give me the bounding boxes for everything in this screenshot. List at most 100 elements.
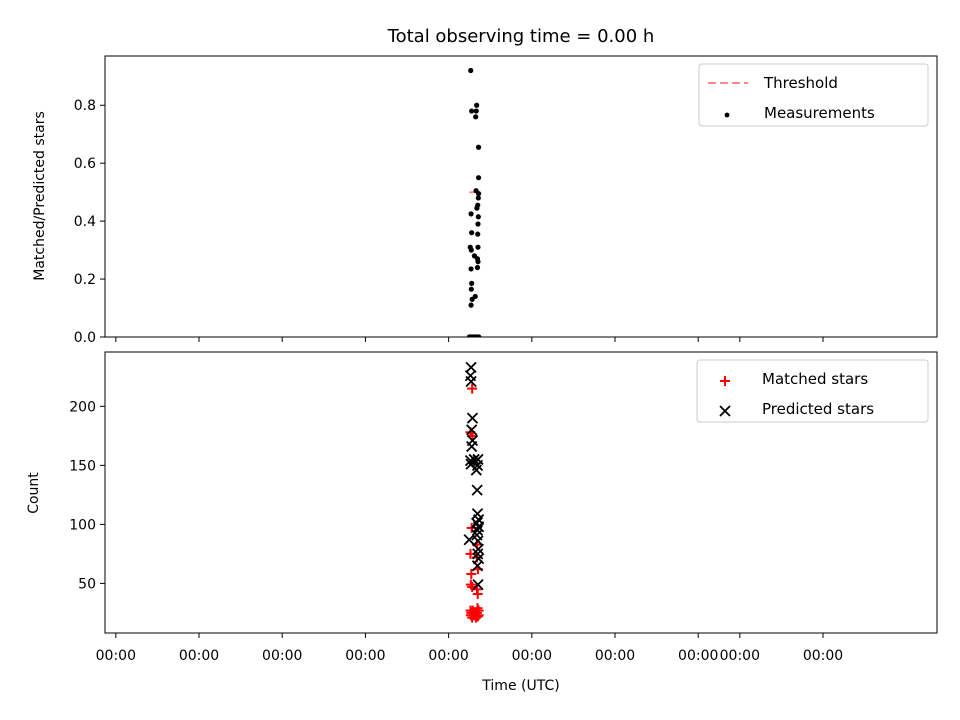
data-point [468, 302, 474, 308]
marker-stroke [472, 548, 484, 560]
y-tick-label: 0.6 [74, 156, 96, 172]
marker-stroke [719, 405, 731, 417]
legend-entry: Matched stars [720, 370, 868, 388]
x-tick-label: 00:00 [803, 648, 843, 664]
x-axis-label: Time (UTC) [481, 678, 559, 694]
data-point [465, 375, 477, 388]
y-tick-label: 200 [69, 399, 96, 415]
marker-stroke [471, 508, 484, 520]
x-tick-label: 00:00 [179, 648, 219, 664]
marker-stroke [471, 517, 483, 529]
marker-stroke [471, 560, 484, 572]
data-point [471, 517, 483, 529]
data-point [474, 205, 480, 211]
legend: Matched stars Predicted stars [696, 359, 929, 423]
data-point [475, 221, 481, 227]
data-layer [463, 361, 485, 623]
legend-entry: Predicted stars [719, 400, 874, 418]
data-point [471, 560, 484, 572]
marker-stroke [472, 578, 484, 591]
data-point [473, 108, 479, 114]
plot-frame [104, 351, 938, 634]
marker-stroke [470, 464, 482, 476]
data-point [468, 67, 474, 74]
data-point [475, 259, 481, 265]
data-point [469, 230, 475, 236]
data-point [475, 244, 481, 250]
data-point [468, 247, 474, 253]
data-point [468, 266, 474, 272]
x-tick-label: 00:00 [678, 648, 718, 664]
marker-stroke [472, 552, 485, 565]
data-point [466, 607, 477, 618]
top-panel: 0.0 0.2 0.4 0.6 0.8 Threshold Measurements [74, 55, 938, 346]
x-tick-label: 00:00 [96, 648, 136, 664]
legend-box [698, 63, 929, 127]
data-point [475, 231, 481, 237]
data-point [467, 383, 478, 394]
data-point [468, 211, 474, 217]
marker-stroke [468, 453, 480, 466]
data-point [467, 430, 478, 441]
data-point [475, 195, 481, 201]
data-point [466, 440, 478, 453]
marker-stroke [465, 375, 477, 388]
data-point [469, 108, 475, 114]
data-point [472, 589, 483, 600]
data-point [471, 484, 483, 496]
data-point [466, 424, 478, 436]
data-point [719, 405, 731, 417]
data-layer [466, 67, 482, 337]
data-point [475, 214, 481, 220]
legend-swatch [724, 112, 730, 118]
legend-box [696, 359, 929, 423]
chart-title: Total observing time = 0.00 h [387, 26, 655, 47]
x-tick-label: 00:00 [595, 648, 635, 664]
legend-entry: Threshold [708, 74, 838, 92]
marker-stroke [472, 543, 484, 555]
data-point [468, 453, 480, 466]
data-point [469, 296, 475, 302]
data-point [470, 464, 482, 476]
data-point [475, 191, 482, 197]
legend-label: Measurements [764, 104, 875, 122]
y-tick-label: 0.8 [74, 98, 96, 114]
data-point [474, 102, 480, 108]
data-point [469, 280, 475, 287]
data-point [472, 543, 484, 555]
y-tick-label: 0.2 [74, 272, 96, 288]
x-tick-label: 00:00 [720, 648, 760, 664]
marker-stroke [471, 484, 483, 496]
plot-frame [104, 55, 938, 338]
data-point [466, 568, 477, 579]
y-axis-label-top: Matched/Predicted stars [32, 111, 48, 281]
marker-stroke [466, 440, 478, 453]
legend: Threshold Measurements [698, 63, 929, 127]
data-point [475, 175, 482, 181]
marker-stroke [464, 454, 477, 467]
data-point [468, 286, 474, 292]
data-point [475, 144, 482, 150]
data-point [473, 114, 479, 120]
data-point [472, 578, 484, 591]
series-measurements [466, 67, 482, 337]
legend-entry: Measurements [724, 104, 875, 122]
x-tick-label: 00:00 [345, 648, 385, 664]
legend-label: Matched stars [762, 370, 868, 388]
data-point [720, 376, 730, 386]
marker-stroke [466, 424, 478, 436]
legend-label: Predicted stars [762, 400, 874, 418]
legend-label: Threshold [763, 74, 838, 92]
marker-stroke [471, 529, 483, 541]
marker-stroke [466, 412, 479, 424]
x-tick-label: 00:00 [512, 648, 552, 664]
y-tick-label: 0.0 [74, 330, 96, 346]
data-point [476, 334, 482, 337]
y-tick-label: 150 [69, 458, 96, 474]
data-point [463, 534, 475, 546]
data-point [474, 264, 481, 271]
marker-stroke [464, 369, 477, 382]
x-tick-label: 00:00 [428, 648, 468, 664]
